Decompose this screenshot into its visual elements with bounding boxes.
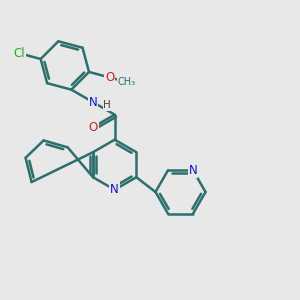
Text: N: N (110, 183, 119, 196)
Text: O: O (88, 121, 98, 134)
Text: N: N (189, 164, 197, 177)
Text: H: H (103, 100, 111, 110)
Text: N: N (88, 96, 98, 109)
Text: CH₃: CH₃ (117, 77, 136, 87)
Text: Cl: Cl (13, 47, 25, 60)
Text: O: O (105, 71, 114, 84)
